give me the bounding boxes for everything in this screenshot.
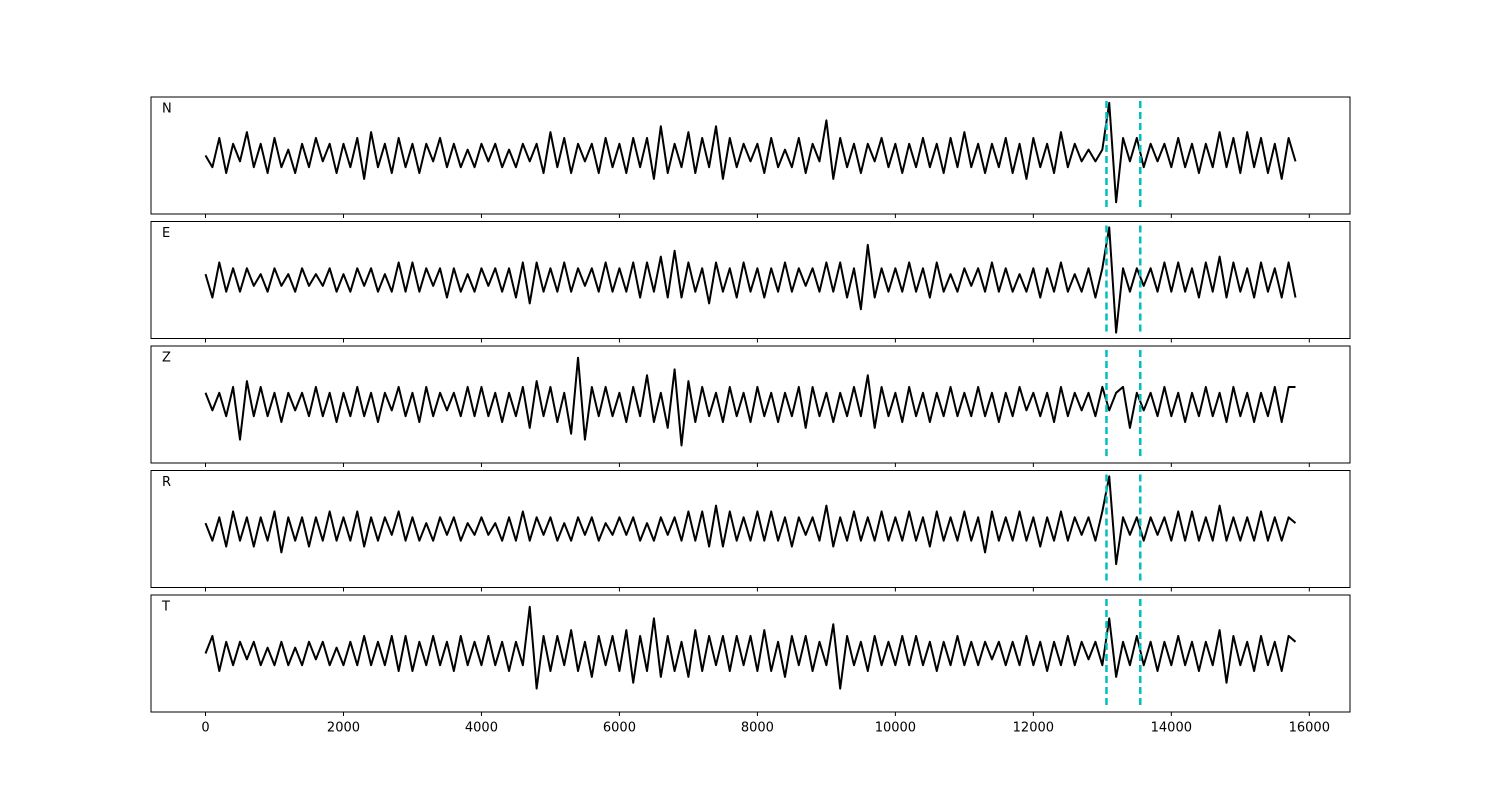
panel-label: N (162, 102, 172, 117)
x-tick-label: 8000 (741, 721, 774, 736)
panel-label: T (161, 600, 170, 615)
x-tick-label: 16000 (1289, 721, 1330, 736)
panel-frame (150, 96, 1351, 215)
trace-line (204, 101, 1297, 204)
x-tick-label: 12000 (1013, 721, 1054, 736)
trace-line (204, 226, 1297, 334)
panel-frame (150, 594, 1351, 713)
panel-frame (150, 470, 1351, 588)
x-tick-label: 4000 (465, 721, 498, 736)
trace-line (204, 356, 1296, 447)
trace-line (204, 475, 1297, 566)
x-tick-label: 14000 (1151, 721, 1192, 736)
x-tick-label: 0 (201, 721, 209, 736)
panel-label: Z (162, 351, 171, 366)
panel-frame (150, 345, 1351, 464)
trace-line (204, 605, 1297, 690)
panel-frame (150, 221, 1351, 339)
panel-label: E (162, 226, 170, 241)
panel-label: R (162, 475, 171, 490)
x-tick-label: 10000 (875, 721, 916, 736)
x-tick-label: 6000 (603, 721, 636, 736)
x-tick-label: 2000 (327, 721, 360, 736)
